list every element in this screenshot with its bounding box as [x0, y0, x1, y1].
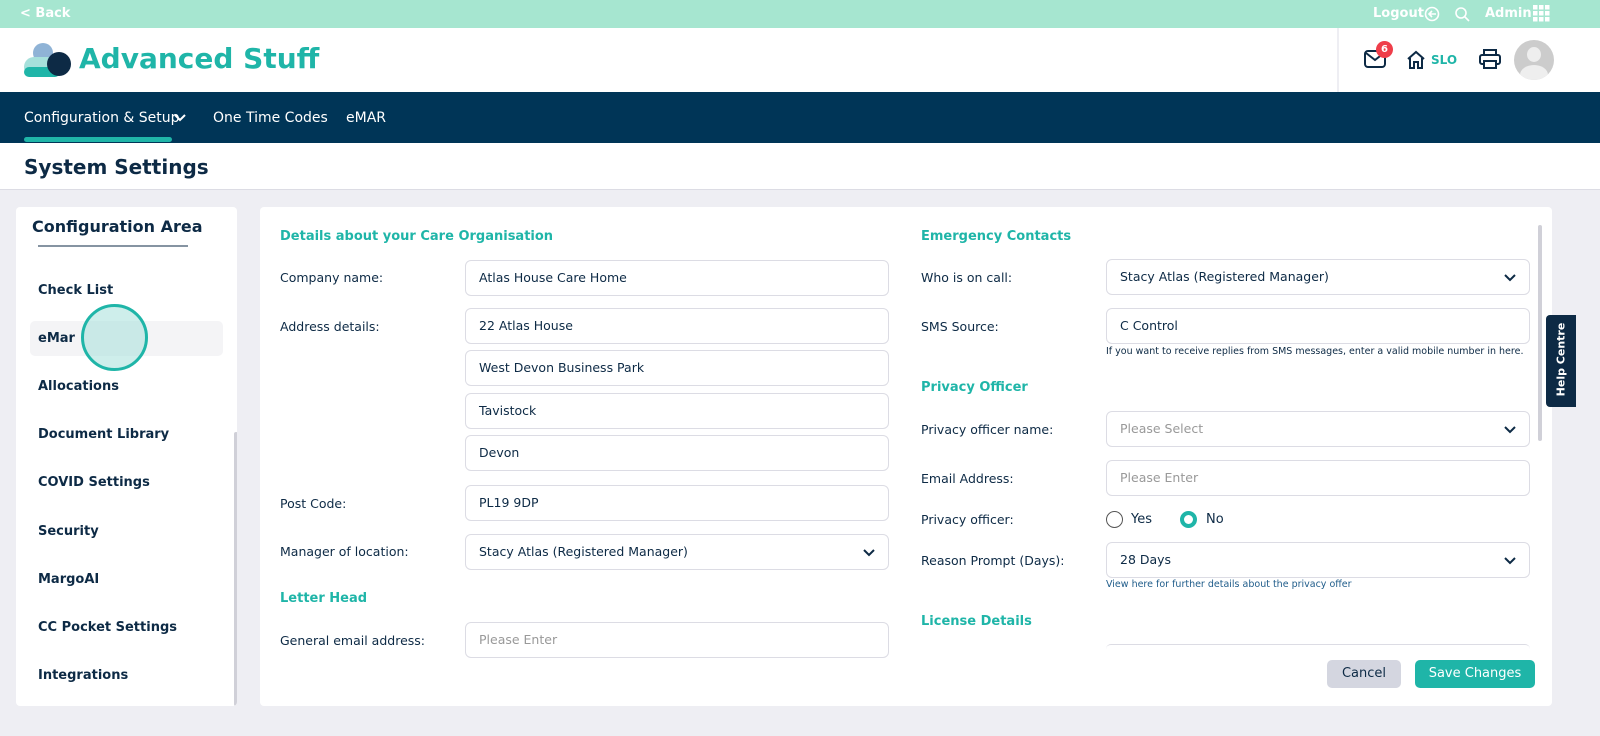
radio-yes-label: Yes [1131, 512, 1152, 527]
brand-logo-icon [24, 43, 71, 77]
chevron-down-icon [1504, 557, 1516, 565]
privacy-email-label: Email Address: [921, 471, 1014, 486]
home-icon[interactable] [1406, 50, 1426, 69]
logout-icon[interactable] [1424, 6, 1440, 22]
logout-link[interactable]: Logout [1373, 6, 1424, 21]
privacy-details-link[interactable]: View here for further details about the … [1106, 579, 1352, 590]
manager-label: Manager of location: [280, 544, 409, 559]
privacy-officer-label: Privacy officer: [921, 512, 1014, 527]
apps-grid-icon[interactable] [1533, 5, 1550, 22]
privacy-officer-select[interactable]: Please Select [1106, 411, 1530, 447]
privacy-email-input[interactable]: Please Enter [1106, 460, 1530, 496]
save-changes-button[interactable]: Save Changes [1415, 660, 1535, 688]
address-line-3-input[interactable]: Tavistock [465, 393, 889, 429]
radio-no-label: No [1206, 512, 1224, 527]
chevron-down-icon [1504, 274, 1516, 282]
company-name-label: Company name: [280, 270, 384, 285]
sidebar-item-security[interactable]: Security [38, 524, 99, 539]
click-indicator [81, 304, 148, 371]
sidebar-item-document-library[interactable]: Document Library [38, 427, 170, 442]
main-nav: Configuration & Setup One Time Codes eMA… [0, 92, 1600, 143]
search-icon[interactable] [1454, 6, 1470, 22]
on-call-select[interactable]: Stacy Atlas (Registered Manager) [1106, 259, 1530, 295]
address-line-1-input[interactable]: 22 Atlas House [465, 308, 889, 344]
print-icon[interactable] [1479, 49, 1501, 69]
manager-select[interactable]: Stacy Atlas (Registered Manager) [465, 534, 889, 570]
main-scrollbar[interactable] [1538, 225, 1542, 441]
privacy-officer-name-label: Privacy officer name: [921, 422, 1054, 437]
help-centre-label: Help Centre [1554, 322, 1568, 397]
sidebar-item-allocations[interactable]: Allocations [38, 379, 119, 394]
section-letter-head: Letter Head [280, 591, 368, 606]
divider [1337, 28, 1339, 92]
radio-yes[interactable] [1106, 511, 1123, 528]
company-name-input[interactable]: Atlas House Care Home [465, 260, 889, 296]
license-input[interactable] [1106, 644, 1530, 654]
help-centre-tab[interactable]: Help Centre [1546, 315, 1576, 407]
active-tab-indicator [24, 137, 172, 142]
reason-prompt-label: Reason Prompt (Days): [921, 553, 1065, 568]
sidebar-item-margoai[interactable]: MargoAI [38, 572, 100, 587]
manager-value: Stacy Atlas (Registered Manager) [479, 544, 688, 559]
sidebar-item-covid-settings[interactable]: COVID Settings [38, 475, 150, 490]
section-care-org: Details about your Care Organisation [280, 229, 554, 244]
nav-emar[interactable]: eMAR [346, 110, 386, 126]
sidebar-item-cc-pocket-settings[interactable]: CC Pocket Settings [38, 620, 177, 635]
address-label: Address details: [280, 319, 380, 334]
on-call-label: Who is on call: [921, 270, 1013, 285]
cut-off-item [38, 243, 188, 247]
home-label[interactable]: SLO [1431, 53, 1458, 67]
radio-no[interactable] [1180, 511, 1197, 528]
address-line-4-input[interactable]: Devon [465, 435, 889, 471]
mail-badge: 6 [1376, 41, 1393, 58]
sidebar: Configuration Area Check List eMar Alloc… [16, 207, 237, 706]
chevron-down-icon [1504, 426, 1516, 434]
general-email-input[interactable]: Please Enter [465, 622, 889, 658]
admin-link[interactable]: Admin [1485, 6, 1532, 21]
sidebar-item-check-list[interactable]: Check List [38, 283, 114, 298]
section-emergency-contacts: Emergency Contacts [921, 229, 1072, 244]
address-line-2-input[interactable]: West Devon Business Park [465, 350, 889, 386]
avatar[interactable] [1514, 40, 1554, 80]
settings-panel: Details about your Care Organisation Com… [260, 207, 1552, 706]
nav-configuration-setup[interactable]: Configuration & Setup [24, 110, 180, 126]
chevron-down-icon [174, 114, 186, 122]
reason-prompt-select[interactable]: 28 Days [1106, 542, 1530, 578]
chevron-down-icon [863, 549, 875, 557]
postcode-label: Post Code: [280, 496, 347, 511]
cancel-button[interactable]: Cancel [1327, 660, 1401, 688]
postcode-input[interactable]: PL19 9DP [465, 485, 889, 521]
section-license-details: License Details [921, 614, 1032, 629]
privacy-officer-placeholder: Please Select [1120, 421, 1204, 436]
nav-one-time-codes[interactable]: One Time Codes [213, 110, 328, 126]
general-email-label: General email address: [280, 633, 426, 648]
sms-note: If you want to receive replies from SMS … [1106, 346, 1524, 357]
title-bar: System Settings [0, 143, 1600, 190]
top-bar: < Back Logout Admin [0, 0, 1600, 28]
sidebar-scrollbar[interactable] [234, 432, 237, 706]
back-link[interactable]: < Back [20, 6, 71, 21]
header: Advanced Stuff 6 SLO [0, 28, 1600, 92]
sms-source-input[interactable]: C Control [1106, 308, 1530, 344]
page-title: System Settings [24, 155, 209, 179]
sidebar-title: Configuration Area [32, 217, 203, 236]
sidebar-item-integrations[interactable]: Integrations [38, 668, 129, 683]
brand-name: Advanced Stuff [79, 42, 320, 75]
sms-source-label: SMS Source: [921, 319, 999, 334]
reason-prompt-value: 28 Days [1120, 552, 1172, 567]
on-call-value: Stacy Atlas (Registered Manager) [1120, 269, 1329, 284]
section-privacy-officer: Privacy Officer [921, 380, 1028, 395]
